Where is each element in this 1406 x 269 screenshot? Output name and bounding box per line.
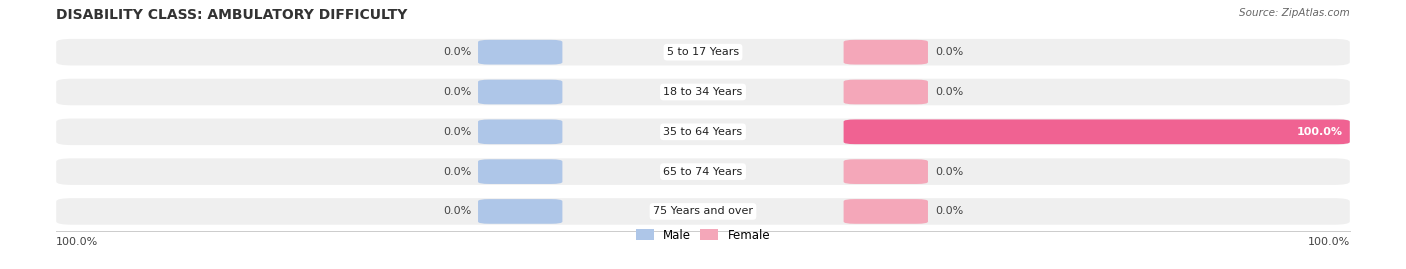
Text: 0.0%: 0.0% <box>935 87 963 97</box>
FancyBboxPatch shape <box>56 119 1350 145</box>
FancyBboxPatch shape <box>478 80 562 104</box>
FancyBboxPatch shape <box>56 79 1350 105</box>
FancyBboxPatch shape <box>56 198 1350 225</box>
Legend: Male, Female: Male, Female <box>636 229 770 242</box>
FancyBboxPatch shape <box>844 199 928 224</box>
Text: DISABILITY CLASS: AMBULATORY DIFFICULTY: DISABILITY CLASS: AMBULATORY DIFFICULTY <box>56 8 408 22</box>
Text: Source: ZipAtlas.com: Source: ZipAtlas.com <box>1239 8 1350 18</box>
Text: 100.0%: 100.0% <box>1296 127 1343 137</box>
FancyBboxPatch shape <box>844 80 928 104</box>
Text: 0.0%: 0.0% <box>443 127 471 137</box>
FancyBboxPatch shape <box>844 119 1350 144</box>
FancyBboxPatch shape <box>478 199 562 224</box>
Text: 0.0%: 0.0% <box>935 206 963 217</box>
Text: 0.0%: 0.0% <box>443 87 471 97</box>
Text: 35 to 64 Years: 35 to 64 Years <box>664 127 742 137</box>
Text: 0.0%: 0.0% <box>443 206 471 217</box>
FancyBboxPatch shape <box>478 40 562 65</box>
Text: 0.0%: 0.0% <box>443 47 471 57</box>
Text: 100.0%: 100.0% <box>1308 237 1350 247</box>
FancyBboxPatch shape <box>478 159 562 184</box>
FancyBboxPatch shape <box>844 159 928 184</box>
FancyBboxPatch shape <box>56 158 1350 185</box>
FancyBboxPatch shape <box>56 39 1350 65</box>
Text: 5 to 17 Years: 5 to 17 Years <box>666 47 740 57</box>
FancyBboxPatch shape <box>478 119 562 144</box>
Text: 75 Years and over: 75 Years and over <box>652 206 754 217</box>
Text: 0.0%: 0.0% <box>935 167 963 177</box>
Text: 0.0%: 0.0% <box>443 167 471 177</box>
Text: 65 to 74 Years: 65 to 74 Years <box>664 167 742 177</box>
Text: 18 to 34 Years: 18 to 34 Years <box>664 87 742 97</box>
Text: 100.0%: 100.0% <box>56 237 98 247</box>
Text: 0.0%: 0.0% <box>935 47 963 57</box>
FancyBboxPatch shape <box>844 40 928 65</box>
